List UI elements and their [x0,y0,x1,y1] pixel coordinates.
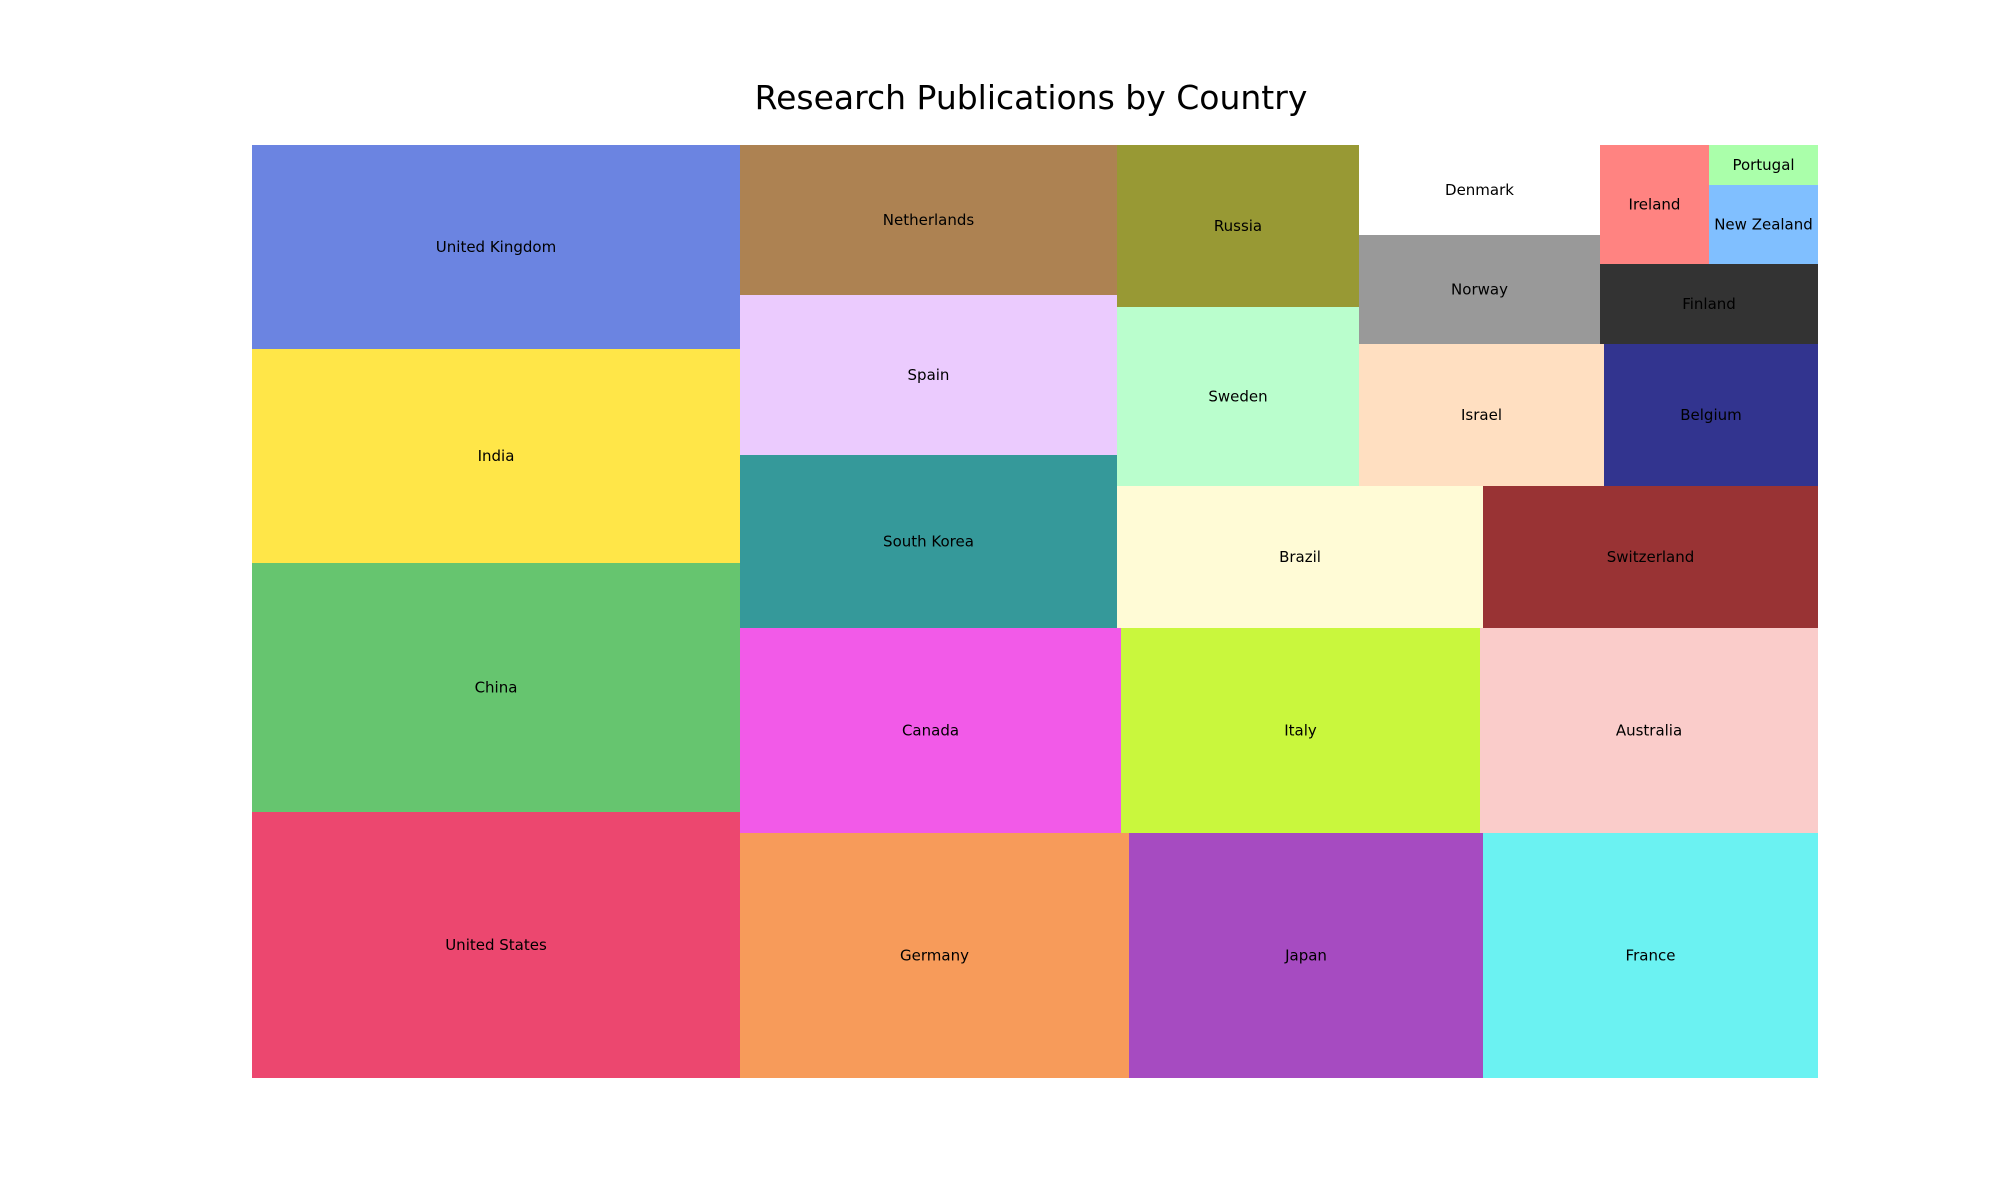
tile-switzerland [1483,486,1818,628]
tile-south-korea [740,455,1117,628]
tile-japan [1129,833,1483,1078]
tile-belgium [1604,344,1818,486]
tile-label-japan: Japan [1284,947,1327,965]
tile-label-spain: Spain [908,366,950,384]
tile-finland [1600,264,1818,344]
tile-label-germany: Germany [900,947,969,965]
tile-brazil [1117,486,1483,628]
tile-label-india: India [478,447,515,465]
tile-label-south-korea: South Korea [883,533,974,551]
tile-label-ireland: Ireland [1629,196,1681,214]
tile-label-norway: Norway [1451,281,1508,299]
treemap-tiles: United States China India United Kingdom Ger… [252,145,1818,1078]
tile-ireland [1600,145,1709,264]
tile-label-united-kingdom: United Kingdom [436,238,556,256]
tile-new-zealand [1709,185,1818,264]
tile-label-denmark: Denmark [1445,181,1514,199]
tile-canada [740,628,1121,833]
tile-netherlands [740,145,1117,295]
tile-label-united-states: United States [445,936,547,954]
tile-label-switzerland: Switzerland [1607,548,1695,566]
tile-denmark [1359,145,1600,235]
chart-title: Research Publications by Country [754,78,1308,117]
tile-label-israel: Israel [1461,406,1502,424]
tile-israel [1359,344,1604,486]
tile-label-france: France [1626,947,1676,965]
tile-label-sweden: Sweden [1208,388,1267,406]
tile-label-netherlands: Netherlands [883,211,975,229]
tile-label-australia: Australia [1616,722,1682,740]
tile-label-russia: Russia [1214,217,1262,235]
tile-china [252,563,740,812]
tile-united-states [252,812,740,1078]
tile-united-kingdom [252,145,740,349]
tile-label-china: China [475,679,518,697]
tile-australia [1480,628,1818,833]
tile-label-belgium: Belgium [1680,406,1742,424]
tile-germany [740,833,1129,1078]
tile-label-portugal: Portugal [1732,156,1794,174]
tile-label-finland: Finland [1682,295,1736,313]
tile-sweden [1117,307,1359,486]
tile-label-brazil: Brazil [1279,548,1321,566]
tile-italy [1121,628,1480,833]
tile-label-canada: Canada [902,722,959,740]
tile-label-italy: Italy [1284,722,1317,740]
tile-norway [1359,235,1600,344]
tile-spain [740,295,1117,455]
tile-india [252,349,740,563]
tile-france [1483,833,1818,1078]
tile-portugal [1709,145,1818,185]
tile-label-new-zealand: New Zealand [1714,216,1813,234]
tile-russia [1117,145,1359,307]
